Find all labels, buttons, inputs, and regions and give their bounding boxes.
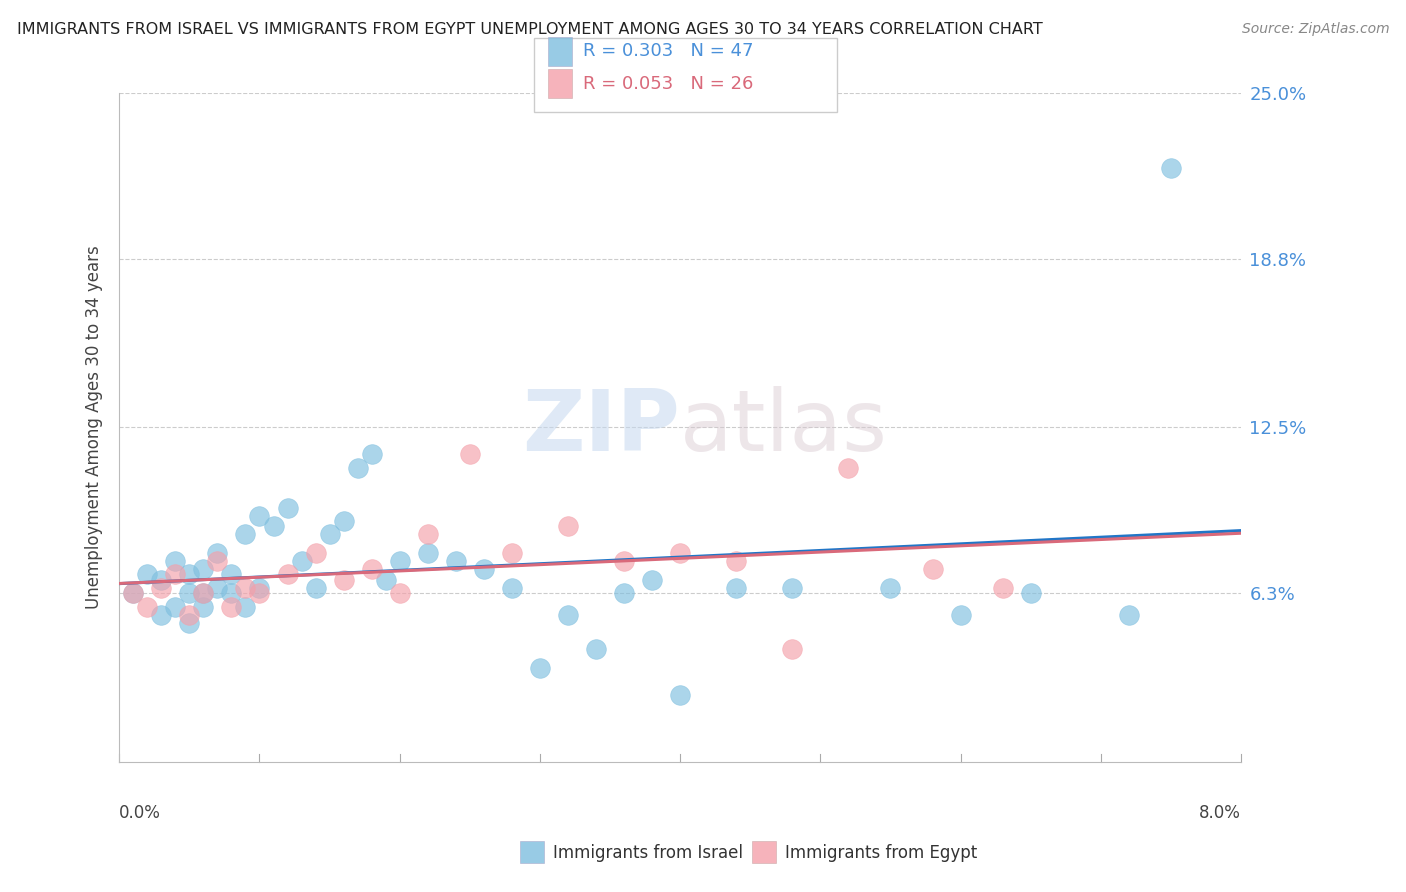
Text: Source: ZipAtlas.com: Source: ZipAtlas.com [1241,22,1389,37]
Point [179,567,201,582]
Point [150,607,173,622]
Point [193,599,215,614]
Point [193,586,215,600]
Point [165,599,187,614]
Point [991,581,1014,595]
Point [150,573,173,587]
Point [501,546,523,560]
Point [613,586,636,600]
Point [122,586,145,600]
Point [136,567,159,582]
Point [304,546,326,560]
Point [221,567,243,582]
Point [332,514,354,528]
Point [1019,586,1042,600]
Point [235,527,257,541]
Point [122,586,145,600]
Point [136,599,159,614]
Point [346,460,368,475]
Point [207,581,229,595]
Point [318,527,340,541]
Point [585,642,607,657]
Text: 8.0%: 8.0% [1199,805,1241,822]
Text: R = 0.053   N = 26: R = 0.053 N = 26 [583,75,754,93]
Point [221,599,243,614]
Point [179,607,201,622]
Point [360,447,382,461]
Point [921,562,943,576]
Point [277,567,299,582]
Text: ZIP: ZIP [523,386,681,469]
Point [669,688,692,702]
Point [416,546,439,560]
Point [472,562,495,576]
Point [879,581,901,595]
Point [332,573,354,587]
Point [193,562,215,576]
Point [249,581,271,595]
Point [949,607,972,622]
Point [837,460,859,475]
Point [641,573,664,587]
Point [304,581,326,595]
Point [179,615,201,630]
Point [613,554,636,568]
Point [360,562,382,576]
Point [458,447,481,461]
Text: R = 0.303   N = 47: R = 0.303 N = 47 [583,43,754,61]
Point [388,586,411,600]
Y-axis label: Unemployment Among Ages 30 to 34 years: Unemployment Among Ages 30 to 34 years [86,245,103,609]
Point [444,554,467,568]
Point [416,527,439,541]
Point [725,554,748,568]
Point [388,554,411,568]
Point [179,586,201,600]
Point [1160,161,1182,176]
Point [207,554,229,568]
Point [277,500,299,515]
Point [782,581,804,595]
Text: atlas: atlas [681,386,889,469]
Point [725,581,748,595]
Point [235,599,257,614]
Point [249,508,271,523]
Point [782,642,804,657]
Point [165,567,187,582]
Point [165,554,187,568]
Point [207,546,229,560]
Point [529,661,551,675]
Point [501,581,523,595]
Text: Immigrants from Israel: Immigrants from Israel [553,844,742,862]
Point [1118,607,1140,622]
Point [557,519,579,533]
Text: IMMIGRANTS FROM ISRAEL VS IMMIGRANTS FROM EGYPT UNEMPLOYMENT AMONG AGES 30 TO 34: IMMIGRANTS FROM ISRAEL VS IMMIGRANTS FRO… [17,22,1043,37]
Point [290,554,312,568]
Text: Immigrants from Egypt: Immigrants from Egypt [785,844,977,862]
Point [150,581,173,595]
Point [263,519,285,533]
Text: 0.0%: 0.0% [120,805,162,822]
Point [249,586,271,600]
Point [235,581,257,595]
Point [193,586,215,600]
Point [557,607,579,622]
Point [669,546,692,560]
Point [374,573,396,587]
Point [221,586,243,600]
